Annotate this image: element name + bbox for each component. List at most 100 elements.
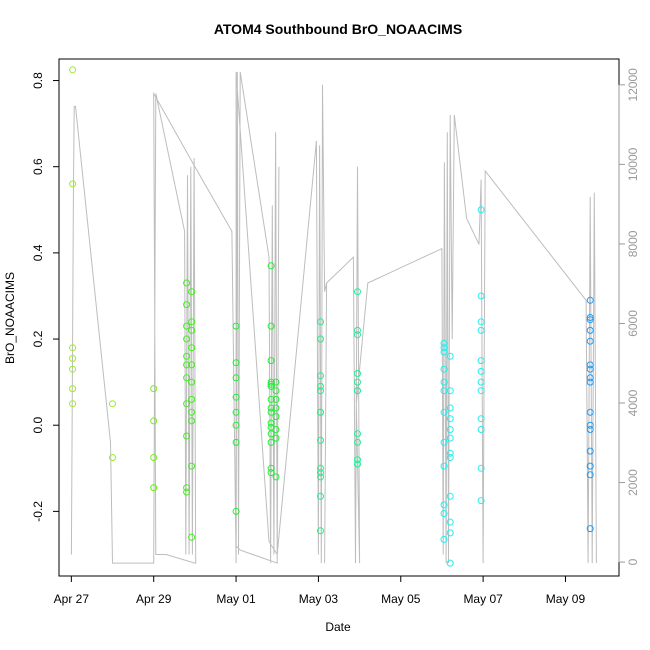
data-point: [477, 415, 485, 423]
data-points-layer: [69, 66, 594, 567]
x-tick-label: Apr 29: [136, 592, 172, 606]
data-point: [317, 382, 324, 390]
x-tick-label: May 09: [546, 592, 586, 606]
y-right-tick-label: 4000: [626, 389, 640, 416]
y-tick-label: 0.2: [31, 330, 45, 347]
data-point: [440, 462, 448, 470]
data-point: [317, 473, 324, 481]
data-point: [272, 395, 280, 403]
data-point: [267, 419, 275, 427]
data-point: [586, 314, 594, 321]
data-point: [477, 292, 485, 300]
data-point: [446, 529, 454, 537]
data-point: [317, 436, 324, 444]
data-point: [354, 370, 361, 377]
y-tick-label: 0.6: [31, 158, 45, 175]
data-point: [188, 326, 196, 334]
data-point: [354, 288, 361, 296]
data-point: [232, 507, 240, 515]
data-point: [440, 535, 448, 543]
data-point: [354, 438, 361, 446]
data-point: [267, 378, 275, 386]
data-point: [477, 378, 485, 386]
data-point: [317, 469, 324, 477]
altitude-trace-layer: [70, 71, 597, 564]
data-point: [69, 344, 77, 352]
data-point: [188, 344, 196, 352]
data-point: [477, 326, 485, 334]
y-right-tick-label: 6000: [626, 310, 640, 337]
data-point: [446, 387, 454, 395]
x-tick-label: May 07: [463, 592, 503, 606]
data-point: [477, 367, 485, 375]
data-point: [267, 464, 275, 472]
data-point: [586, 426, 594, 433]
data-point: [272, 426, 280, 433]
data-point: [446, 492, 454, 500]
data-point: [183, 279, 191, 287]
y-tick-label: 0.0: [31, 417, 45, 434]
data-point: [354, 331, 361, 339]
y-right-tick-label: 10000: [626, 147, 640, 181]
data-point: [267, 438, 275, 446]
data-point: [477, 497, 485, 505]
data-point: [69, 66, 77, 74]
data-point: [477, 426, 485, 433]
data-point: [446, 404, 454, 412]
y-tick-label: 0.4: [31, 244, 45, 261]
data-point: [188, 318, 196, 326]
data-point: [150, 484, 158, 492]
x-tick-label: Apr 27: [54, 592, 90, 606]
data-point: [586, 471, 594, 479]
data-point: [69, 385, 77, 393]
data-point: [188, 462, 196, 470]
data-point: [267, 430, 275, 438]
data-point: [586, 361, 594, 369]
data-point: [150, 385, 158, 393]
data-point: [317, 387, 324, 395]
data-point: [477, 464, 485, 472]
data-point: [109, 454, 116, 461]
data-point: [232, 421, 240, 429]
data-point: [69, 354, 77, 362]
data-point: [232, 393, 240, 401]
data-point: [586, 525, 594, 533]
data-point: [446, 426, 454, 433]
data-point: [69, 365, 77, 373]
x-tick-label: May 03: [299, 592, 339, 606]
data-point: [272, 404, 280, 412]
x-tick-label: May 01: [216, 592, 256, 606]
data-point: [440, 408, 448, 416]
data-point: [354, 387, 361, 395]
data-point: [477, 318, 485, 326]
data-point: [440, 344, 448, 352]
data-point: [272, 387, 280, 395]
chart-title: ATOM4 Southbound BrO_NOAACIMS: [214, 21, 462, 37]
data-point: [586, 462, 594, 470]
data-point: [272, 413, 280, 421]
data-point: [586, 447, 594, 455]
data-point: [232, 322, 240, 330]
data-point: [188, 378, 196, 386]
data-point: [183, 335, 191, 343]
x-axis-label: Date: [325, 620, 351, 634]
data-point: [586, 365, 594, 373]
data-point: [272, 378, 280, 386]
data-point: [440, 438, 448, 446]
data-point: [267, 469, 275, 477]
data-point: [183, 301, 191, 309]
data-point: [586, 337, 594, 345]
data-point: [183, 488, 191, 496]
data-point: [586, 378, 594, 386]
data-point: [477, 206, 485, 214]
data-point: [267, 357, 275, 365]
data-point: [354, 378, 361, 386]
y-axis-left: -0.2 0.0 0.2 0.4 0.6 0.8: [31, 72, 60, 522]
data-point: [267, 395, 275, 403]
data-point: [183, 374, 191, 382]
data-point: [317, 527, 324, 535]
y-axis-right: 0 2000 4000 6000 8000 10000 12000: [618, 68, 640, 565]
data-point: [188, 395, 196, 403]
